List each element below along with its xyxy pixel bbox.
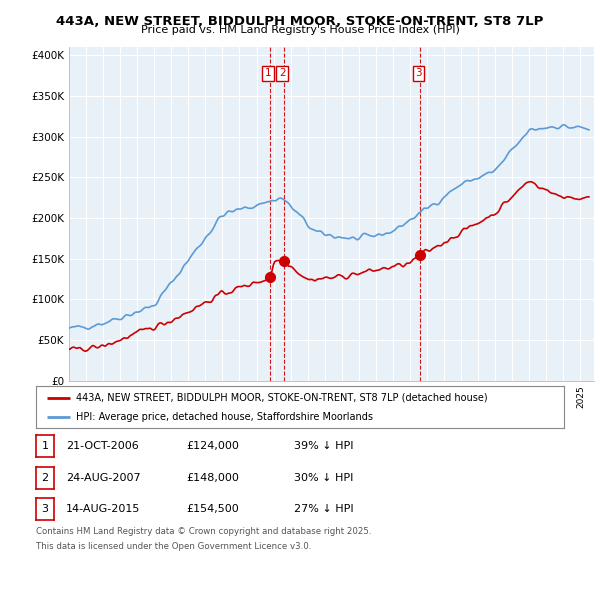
Text: 443A, NEW STREET, BIDDULPH MOOR, STOKE-ON-TRENT, ST8 7LP: 443A, NEW STREET, BIDDULPH MOOR, STOKE-O… [56, 15, 544, 28]
Text: 2: 2 [279, 68, 286, 78]
Text: Price paid vs. HM Land Registry's House Price Index (HPI): Price paid vs. HM Land Registry's House … [140, 25, 460, 35]
Text: 443A, NEW STREET, BIDDULPH MOOR, STOKE-ON-TRENT, ST8 7LP (detached house): 443A, NEW STREET, BIDDULPH MOOR, STOKE-O… [76, 392, 487, 402]
Text: 30% ↓ HPI: 30% ↓ HPI [294, 473, 353, 483]
Text: £124,000: £124,000 [186, 441, 239, 451]
Text: This data is licensed under the Open Government Licence v3.0.: This data is licensed under the Open Gov… [36, 542, 311, 551]
Text: 14-AUG-2015: 14-AUG-2015 [66, 504, 140, 514]
Text: £154,500: £154,500 [186, 504, 239, 514]
Text: 39% ↓ HPI: 39% ↓ HPI [294, 441, 353, 451]
Text: 2: 2 [41, 473, 49, 483]
Text: £148,000: £148,000 [186, 473, 239, 483]
Text: HPI: Average price, detached house, Staffordshire Moorlands: HPI: Average price, detached house, Staf… [76, 412, 373, 422]
Text: 24-AUG-2007: 24-AUG-2007 [66, 473, 140, 483]
Text: Contains HM Land Registry data © Crown copyright and database right 2025.: Contains HM Land Registry data © Crown c… [36, 527, 371, 536]
Text: 27% ↓ HPI: 27% ↓ HPI [294, 504, 353, 514]
Text: 1: 1 [265, 68, 271, 78]
Text: 3: 3 [415, 68, 422, 78]
Text: 3: 3 [41, 504, 49, 514]
Text: 1: 1 [41, 441, 49, 451]
Text: 21-OCT-2006: 21-OCT-2006 [66, 441, 139, 451]
